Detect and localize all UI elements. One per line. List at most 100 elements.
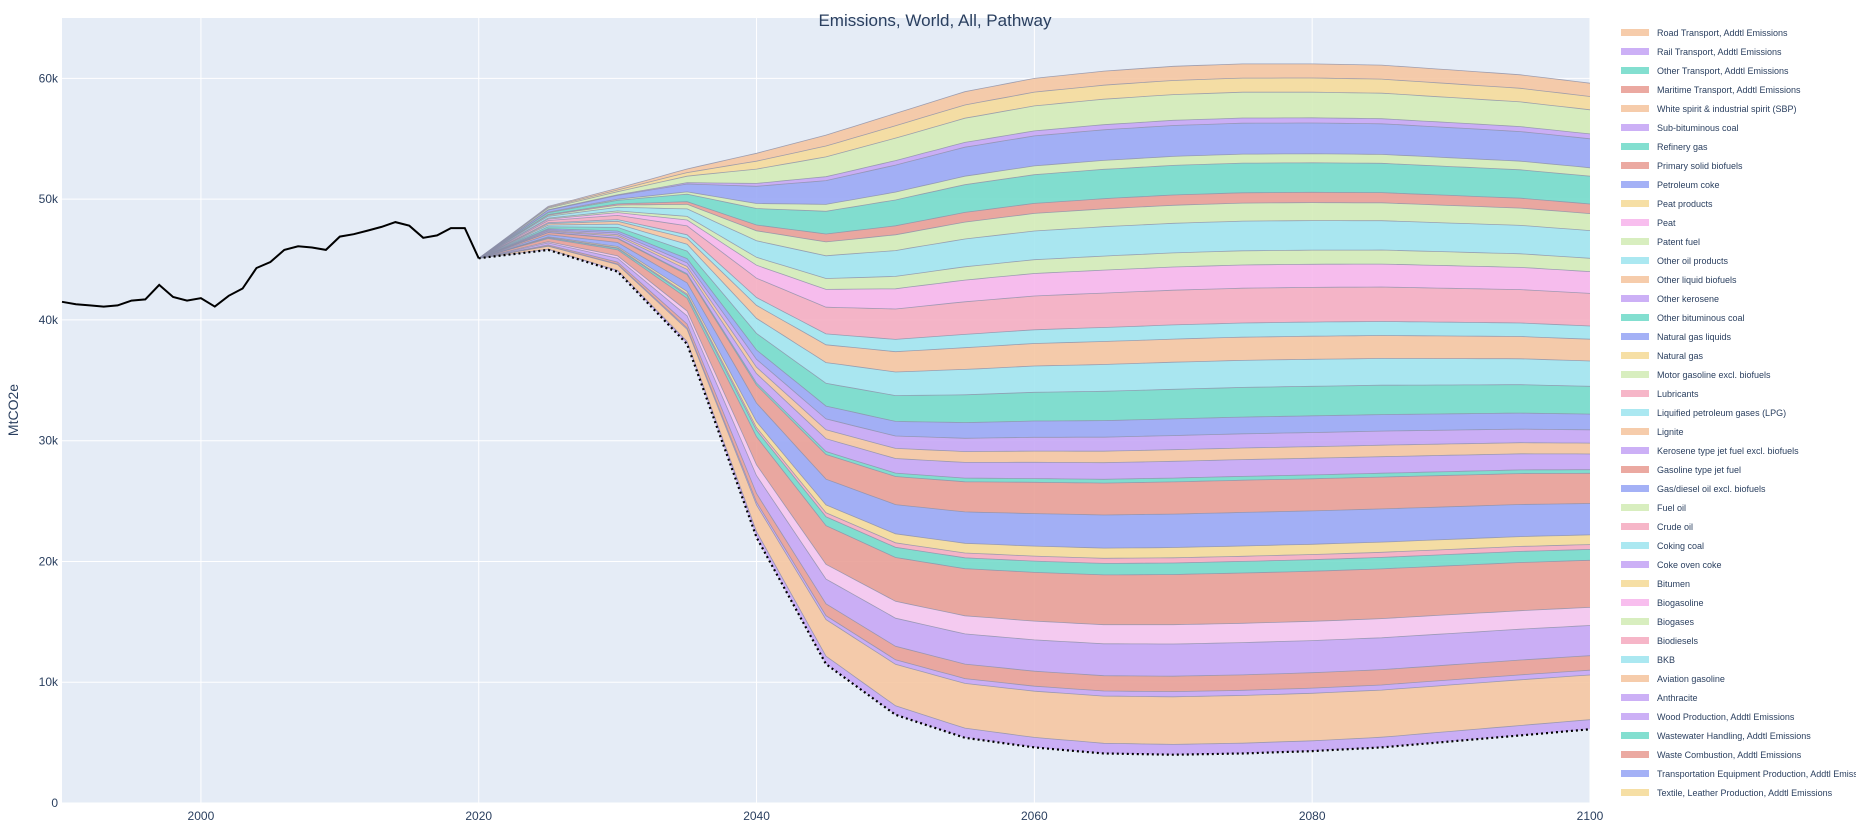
legend-item[interactable]: Biogases — [1621, 617, 1695, 627]
legend-item[interactable]: Rail Transport, Addtl Emissions — [1621, 47, 1782, 57]
legend-swatch — [1621, 352, 1649, 359]
legend-label: Gas/diesel oil excl. biofuels — [1657, 484, 1766, 494]
band-boundary-line — [478, 236, 1591, 549]
legend-item[interactable]: Aviation gasoline — [1621, 674, 1725, 684]
band-boundary-line — [478, 162, 1591, 259]
legend-swatch — [1621, 314, 1649, 321]
legend-item[interactable]: Patent fuel — [1621, 237, 1700, 247]
band-boundary-line — [478, 230, 1591, 453]
legend-item[interactable]: Sub-bituminous coal — [1621, 123, 1739, 133]
legend-swatch — [1621, 29, 1649, 36]
band-boundary-line — [478, 226, 1591, 397]
x-tick-label: 2080 — [1299, 809, 1326, 823]
legend-swatch — [1621, 86, 1649, 93]
legend-item[interactable]: Liquified petroleum gases (LPG) — [1621, 408, 1786, 418]
legend-item[interactable]: Lubricants — [1621, 389, 1699, 399]
legend-swatch — [1621, 618, 1649, 625]
band-boundary-line — [478, 212, 1591, 290]
legend-item[interactable]: White spirit & industrial spirit (SBP) — [1621, 104, 1797, 114]
legend-item[interactable]: Crude oil — [1621, 522, 1693, 532]
band-boundary-line — [478, 210, 1591, 279]
area-band — [478, 234, 1591, 549]
legend-swatch — [1621, 542, 1649, 549]
legend-item[interactable]: Kerosene type jet fuel excl. biofuels — [1621, 446, 1799, 456]
legend-item[interactable]: Textile, Leather Production, Addtl Emiss… — [1621, 788, 1833, 798]
legend-item[interactable]: Other kerosene — [1621, 294, 1719, 304]
legend-item[interactable]: BKB — [1621, 655, 1675, 665]
legend-item[interactable]: Motor gasoline excl. biofuels — [1621, 370, 1771, 380]
legend-swatch — [1621, 561, 1649, 568]
area-band — [478, 78, 1591, 259]
legend-item[interactable]: Peat — [1621, 218, 1676, 228]
legend-label: Other bituminous coal — [1657, 313, 1745, 323]
band-boundary-line — [478, 244, 1591, 677]
legend-item[interactable]: Transportation Equipment Production, Add… — [1621, 769, 1856, 779]
legend-item[interactable]: Other bituminous coal — [1621, 313, 1745, 323]
legend-swatch — [1621, 276, 1649, 283]
legend-item[interactable]: Road Transport, Addtl Emissions — [1621, 28, 1788, 38]
legend-swatch — [1621, 599, 1649, 606]
legend-item[interactable]: Waste Combustion, Addtl Emissions — [1621, 750, 1802, 760]
legend[interactable]: Road Transport, Addtl Emissions Rail Tran… — [1621, 28, 1856, 798]
legend-label: Natural gas liquids — [1657, 332, 1732, 342]
x-tick-label: 2020 — [465, 809, 492, 823]
legend-item[interactable]: Other Transport, Addtl Emissions — [1621, 66, 1789, 76]
legend-item[interactable]: Wood Production, Addtl Emissions — [1621, 712, 1795, 722]
legend-swatch — [1621, 200, 1649, 207]
legend-item[interactable]: Petroleum coke — [1621, 180, 1720, 190]
legend-label: Aviation gasoline — [1657, 674, 1725, 684]
legend-item[interactable]: Other liquid biofuels — [1621, 275, 1737, 285]
legend-item[interactable]: Natural gas liquids — [1621, 332, 1732, 342]
legend-item[interactable]: Biogasoline — [1621, 598, 1704, 608]
band-boundary-line — [478, 63, 1591, 259]
legend-label: Peat — [1657, 218, 1676, 228]
band-boundary-line — [478, 231, 1590, 480]
band-boundary-line — [478, 117, 1591, 259]
legend-label: Textile, Leather Production, Addtl Emiss… — [1657, 788, 1833, 798]
legend-label: White spirit & industrial spirit (SBP) — [1657, 104, 1797, 114]
legend-item[interactable]: Coking coal — [1621, 541, 1704, 551]
legend-item[interactable]: Bitumen — [1621, 579, 1690, 589]
band-boundary-line — [478, 242, 1591, 645]
legend-label: Bitumen — [1657, 579, 1690, 589]
band-boundary-line — [478, 153, 1591, 259]
band-boundary-line — [478, 220, 1591, 353]
band-boundary-line — [478, 214, 1591, 310]
area-band — [478, 224, 1591, 396]
band-boundary-line — [478, 245, 1591, 693]
legend-label: Biogasoline — [1657, 598, 1704, 608]
legend-item[interactable]: Refinery gas — [1621, 142, 1708, 152]
legend-swatch — [1621, 789, 1649, 796]
legend-item[interactable]: Anthracite — [1621, 693, 1698, 703]
legend-item[interactable]: Lignite — [1621, 427, 1684, 437]
area-band — [478, 192, 1591, 259]
legend-item[interactable]: Other oil products — [1621, 256, 1729, 266]
legend-label: Coking coal — [1657, 541, 1704, 551]
legend-item[interactable]: Coke oven coke — [1621, 560, 1722, 570]
legend-item[interactable]: Gasoline type jet fuel — [1621, 465, 1741, 475]
legend-item[interactable]: Peat products — [1621, 199, 1713, 209]
legend-item[interactable]: Wastewater Handling, Addtl Emissions — [1621, 731, 1811, 741]
y-tick-label: 30k — [39, 434, 59, 448]
legend-item[interactable]: Gas/diesel oil excl. biofuels — [1621, 484, 1766, 494]
legend-item[interactable]: Biodiesels — [1621, 636, 1699, 646]
axes: 2000 2020 2040 2060 2080 2100 0 10k 20k 30k 40k 50k… — [39, 71, 1604, 823]
band-boundary-line — [478, 122, 1591, 259]
legend-item[interactable]: Natural gas — [1621, 351, 1704, 361]
legend-item[interactable]: Primary solid biofuels — [1621, 161, 1743, 171]
legend-item[interactable]: Fuel oil — [1621, 503, 1686, 513]
legend-label: Rail Transport, Addtl Emissions — [1657, 47, 1782, 57]
area-band — [478, 238, 1591, 625]
band-boundary-line — [478, 232, 1591, 484]
legend-swatch — [1621, 694, 1649, 701]
legend-label: Kerosene type jet fuel excl. biofuels — [1657, 446, 1799, 456]
legend-label: Biodiesels — [1657, 636, 1699, 646]
legend-item[interactable]: Maritime Transport, Addtl Emissions — [1621, 85, 1801, 95]
legend-label: Other liquid biofuels — [1657, 275, 1737, 285]
area-band — [478, 212, 1591, 309]
x-tick-label: 2100 — [1577, 809, 1604, 823]
legend-swatch — [1621, 637, 1649, 644]
y-tick-label: 60k — [39, 71, 59, 85]
legend-swatch — [1621, 523, 1649, 530]
